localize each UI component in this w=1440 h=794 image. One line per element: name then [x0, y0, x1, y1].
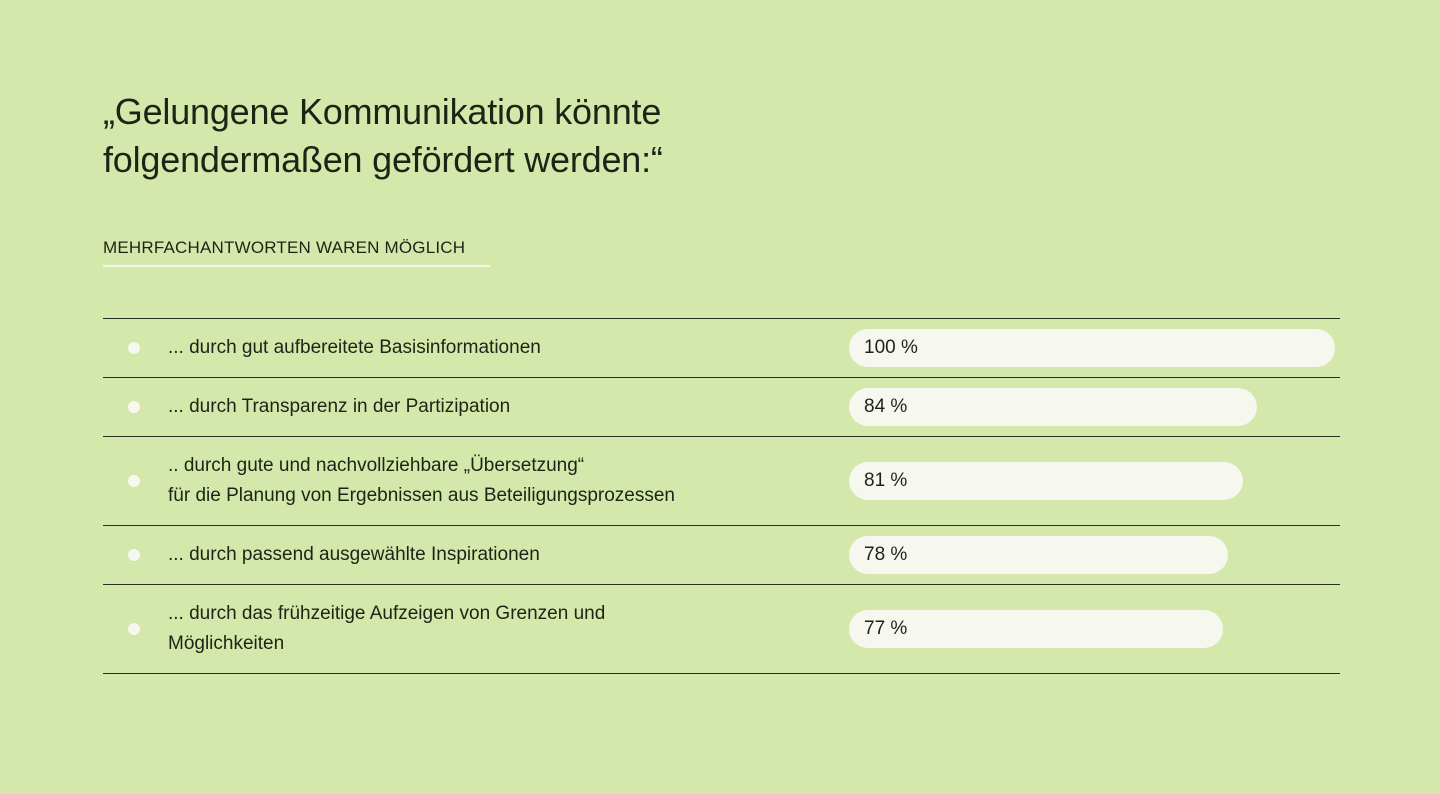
value-label: 100 %: [864, 337, 918, 358]
value-label: 81 %: [864, 470, 908, 491]
bullet: [128, 623, 140, 635]
bar: [849, 329, 1335, 367]
bar: [849, 536, 1229, 574]
value-label: 78 %: [864, 544, 908, 565]
subtitle: MEHRFACHANTWORTEN WAREN MÖGLICH: [103, 238, 490, 267]
bullet: [128, 549, 140, 561]
row: .. durch gute und nachvollziehbare „Über…: [103, 436, 1340, 525]
row: ... durch Transparenz in der Partizipati…: [103, 377, 1340, 436]
value-label: 84 %: [864, 396, 908, 417]
bar: [849, 610, 1224, 648]
category-label: .. durch gute und nachvollziehbare „Über…: [168, 455, 675, 506]
bullet: [128, 342, 140, 354]
bullet: [128, 475, 140, 487]
category-label: ... durch passend ausgewählte Inspiratio…: [168, 544, 540, 565]
row: ... durch gut aufbereitete Basisinformat…: [103, 318, 1340, 377]
chart-title: „Gelungene Kommunikation könnte folgende…: [103, 91, 663, 180]
value-label: 77 %: [864, 618, 908, 639]
row: ... durch passend ausgewählte Inspiratio…: [103, 525, 1340, 584]
bullet: [128, 401, 140, 413]
row: ... durch das frühzeitige Aufzeigen von …: [103, 584, 1340, 673]
bar: [849, 388, 1258, 426]
category-label: ... durch gut aufbereitete Basisinformat…: [168, 337, 541, 358]
category-label: ... durch das frühzeitige Aufzeigen von …: [168, 603, 606, 654]
bar-list: ... durch gut aufbereitete Basisinformat…: [103, 318, 1340, 674]
bar: [849, 462, 1243, 500]
category-label: ... durch Transparenz in der Partizipati…: [168, 396, 511, 417]
